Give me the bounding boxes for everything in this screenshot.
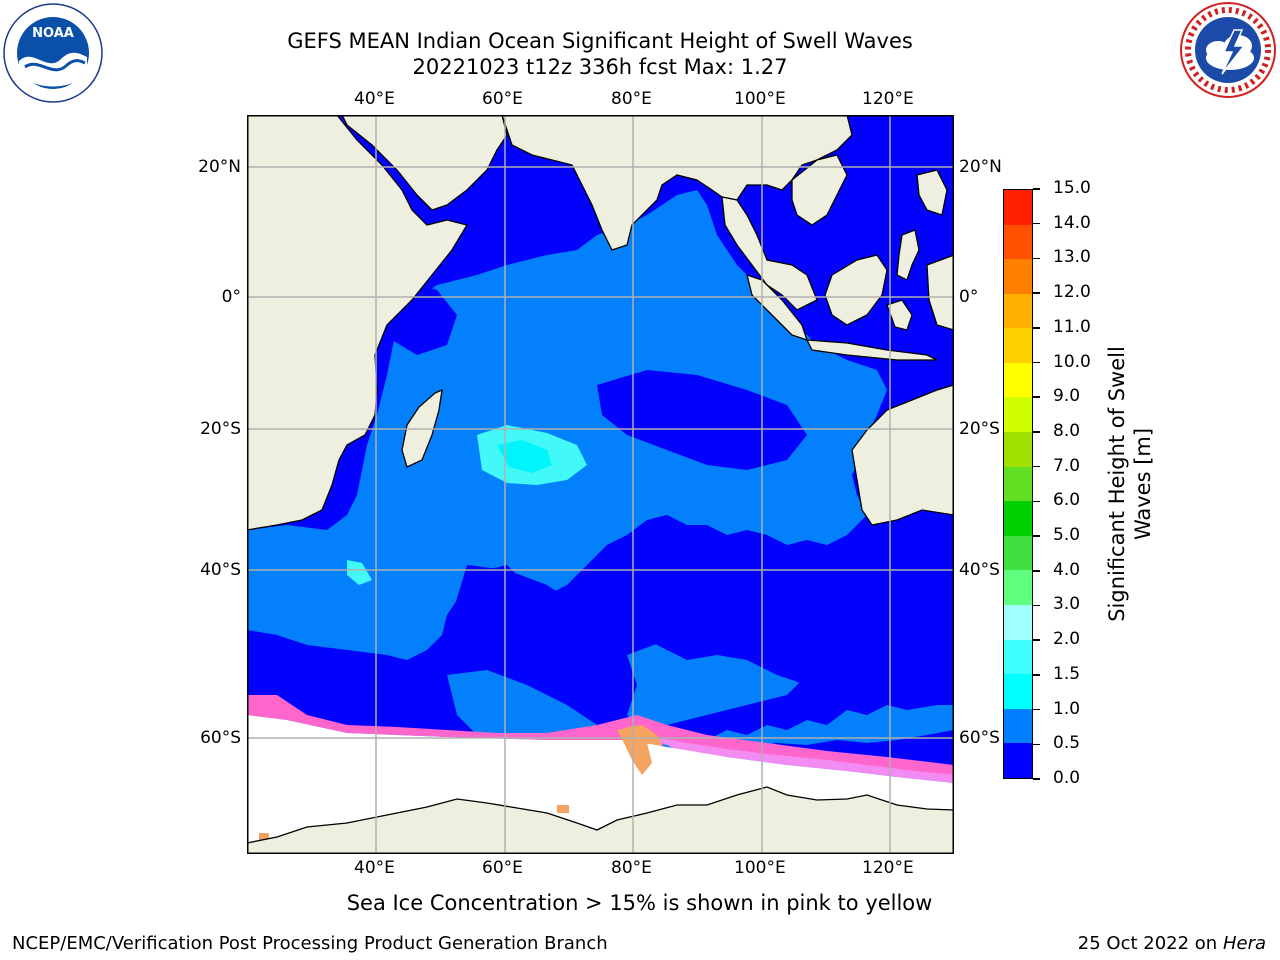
top-lon-label: 80°E xyxy=(611,89,652,109)
colorbar-tick-mark xyxy=(1033,188,1040,190)
right-lat-label: 20°S xyxy=(959,419,1000,439)
top-lon-label: 40°E xyxy=(354,89,395,109)
colorbar-tick-mark xyxy=(1033,327,1040,329)
colorbar-tick-mark xyxy=(1033,396,1040,398)
colorbar-tick-mark xyxy=(1033,708,1040,711)
colorbar-tick-mark xyxy=(1033,222,1040,225)
australia-landmass xyxy=(851,384,954,526)
borneo-island xyxy=(824,254,888,326)
colorbar-segment xyxy=(1004,501,1032,536)
java-island xyxy=(805,339,938,361)
left-lat-label: 20°S xyxy=(200,419,241,439)
footer-machine: Hera xyxy=(1222,933,1266,954)
colorbar-segment xyxy=(1004,397,1032,433)
map-frame xyxy=(247,115,954,854)
colorbar-tick-label: 2.0 xyxy=(1053,629,1081,650)
colorbar-segment xyxy=(1004,639,1032,675)
colorbar-segment xyxy=(1004,259,1032,294)
colorbar-tick-mark xyxy=(1033,292,1040,294)
bottom-lon-label: 80°E xyxy=(611,858,652,878)
colorbar-label-line2: Waves [m] xyxy=(1131,427,1155,541)
colorbar-tick-label: 15.0 xyxy=(1053,178,1091,198)
colorbar-segment xyxy=(1004,535,1032,571)
colorbar-tick-label: 6.0 xyxy=(1053,490,1081,511)
bottom-lon-label: 60°E xyxy=(482,858,523,878)
right-lat-label: 60°S xyxy=(959,728,1000,748)
colorbar-segment xyxy=(1004,674,1032,709)
colorbar-segment xyxy=(1004,570,1032,606)
right-lat-label: 40°S xyxy=(959,560,1000,580)
colorbar-tick-mark xyxy=(1033,361,1040,364)
bottom-lon-label: 40°E xyxy=(354,858,395,878)
colorbar-segment xyxy=(1004,224,1032,260)
arabia-landmass xyxy=(341,115,508,211)
colorbar-segment xyxy=(1004,708,1032,744)
colorbar-segment xyxy=(1004,328,1032,363)
colorbar-segment xyxy=(1004,432,1032,467)
colorbar-segment xyxy=(1004,189,1032,225)
colorbar-tick-mark xyxy=(1033,500,1040,503)
left-lat-label: 60°S xyxy=(200,728,241,748)
colorbar-tick-label: 9.0 xyxy=(1053,386,1081,407)
colorbar-tick-mark xyxy=(1033,639,1040,641)
colorbar-tick-mark xyxy=(1033,535,1040,537)
india-asia-landmass xyxy=(501,115,853,251)
noaa-logo-text: NOAA xyxy=(32,26,74,41)
colorbar-tick-label: 1.5 xyxy=(1053,663,1081,684)
swell-band-0-5-to-1-0 xyxy=(247,190,887,660)
footer-date-text: 25 Oct 2022 on xyxy=(1077,933,1223,954)
colorbar-segment xyxy=(1004,362,1032,398)
colorbar-tick-label: 12.0 xyxy=(1053,282,1091,303)
colorbar-tick-label: 5.0 xyxy=(1053,525,1081,546)
colorbar-tick-mark xyxy=(1033,743,1040,746)
top-lon-label: 100°E xyxy=(734,89,786,109)
map-subtitle: 20221023 t12z 336h fcst Max: 1.27 xyxy=(412,55,788,79)
top-lon-label: 120°E xyxy=(862,89,914,109)
colorbar-tick-mark xyxy=(1033,257,1040,260)
colorbar-tick-label: 10.0 xyxy=(1053,351,1091,372)
colorbar-tick-label: 0.0 xyxy=(1053,768,1081,788)
colorbar-tick-label: 0.5 xyxy=(1053,733,1081,754)
swell-height-map xyxy=(247,115,954,854)
nws-logo-icon xyxy=(1178,0,1278,100)
colorbar-segment xyxy=(1004,743,1032,778)
colorbar-segment xyxy=(1004,605,1032,640)
colorbar-tick-mark xyxy=(1033,570,1040,572)
colorbar-segment xyxy=(1004,466,1032,502)
colorbar-tick-label: 11.0 xyxy=(1053,316,1091,337)
map-title: GEFS MEAN Indian Ocean Significant Heigh… xyxy=(287,29,913,53)
footer-credit: NCEP/EMC/Verification Post Processing Pr… xyxy=(12,933,608,954)
colorbar-tick-label: 1.0 xyxy=(1053,698,1081,719)
sea-ice-note: Sea Ice Concentration > 15% is shown in … xyxy=(346,891,933,915)
colorbar-tick-label: 4.0 xyxy=(1053,559,1081,580)
colorbar-tick-label: 7.0 xyxy=(1053,455,1081,476)
colorbar xyxy=(1003,189,1033,779)
colorbar-tick-label: 8.0 xyxy=(1053,420,1081,441)
bottom-lon-label: 120°E xyxy=(862,858,914,878)
colorbar-tick-mark xyxy=(1033,431,1040,433)
colorbar-tick-label: 13.0 xyxy=(1053,247,1091,268)
right-lat-label: 20°N xyxy=(959,157,1002,177)
colorbar-segment xyxy=(1004,293,1032,329)
left-lat-label: 20°N xyxy=(198,157,241,177)
africa-landmass xyxy=(247,115,469,531)
colorbar-tick-mark xyxy=(1033,604,1040,607)
footer-date: 25 Oct 2022 on Hera xyxy=(1078,933,1266,954)
colorbar-tick-mark xyxy=(1033,778,1040,780)
right-lat-label: 0° xyxy=(959,287,979,307)
map-graticule xyxy=(247,115,954,854)
bottom-lon-label: 100°E xyxy=(734,858,786,878)
noaa-logo-icon: NOAA xyxy=(3,3,103,103)
colorbar-tick-mark xyxy=(1033,674,1040,676)
colorbar-tick-label: 3.0 xyxy=(1053,594,1081,615)
left-lat-label: 40°S xyxy=(200,560,241,580)
colorbar-tick-mark xyxy=(1033,465,1040,468)
top-lon-label: 60°E xyxy=(482,89,523,109)
colorbar-tick-label: 14.0 xyxy=(1053,212,1091,233)
left-lat-label: 0° xyxy=(221,287,241,307)
colorbar-label-line1: Significant Height of Swell xyxy=(1105,346,1129,622)
antarctica-landmass xyxy=(247,786,954,854)
southeast-asia-landmass xyxy=(721,196,818,311)
